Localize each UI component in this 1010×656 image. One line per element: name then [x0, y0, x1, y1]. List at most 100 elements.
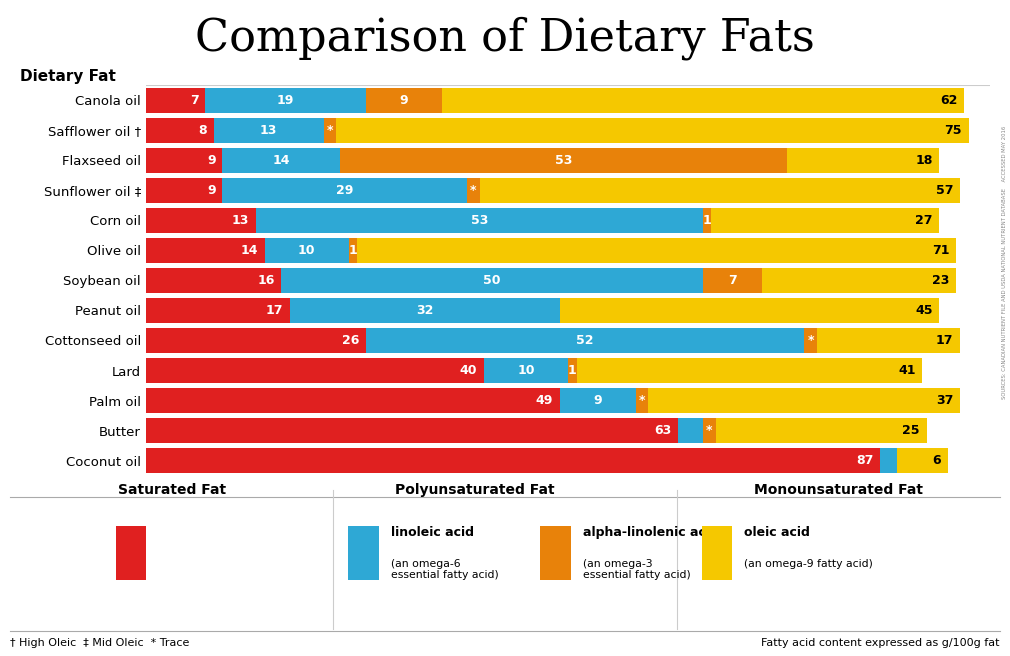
Text: 19: 19	[277, 94, 294, 107]
Bar	[146, 118, 214, 142]
Bar	[763, 268, 956, 293]
Text: 14: 14	[273, 154, 290, 167]
Bar	[467, 178, 480, 203]
Bar	[366, 88, 441, 113]
Bar	[484, 358, 568, 383]
Bar	[480, 178, 961, 203]
Text: 13: 13	[232, 214, 249, 227]
Bar	[358, 238, 956, 262]
Bar	[290, 298, 560, 323]
Text: † High Oleic  ‡ Mid Oleic  * Trace: † High Oleic ‡ Mid Oleic * Trace	[10, 638, 190, 648]
Text: 9: 9	[399, 94, 408, 107]
Text: *: *	[470, 184, 477, 197]
Bar	[146, 298, 290, 323]
Text: Monounsaturated Fat: Monounsaturated Fat	[753, 483, 923, 497]
Text: 18: 18	[915, 154, 932, 167]
Bar	[146, 148, 222, 173]
Bar	[146, 208, 257, 233]
Bar	[648, 388, 961, 413]
Bar	[146, 419, 678, 443]
Bar	[711, 208, 939, 233]
Bar	[577, 358, 922, 383]
Bar	[222, 178, 467, 203]
Text: linoleic acid: linoleic acid	[391, 526, 474, 539]
Text: *: *	[706, 424, 713, 437]
Bar	[222, 148, 340, 173]
Text: oleic acid: oleic acid	[744, 526, 810, 539]
Text: 37: 37	[936, 394, 953, 407]
Text: (an omega-3
essential fatty acid): (an omega-3 essential fatty acid)	[583, 558, 691, 580]
Text: 17: 17	[936, 334, 953, 347]
Bar	[116, 526, 146, 580]
Bar	[716, 419, 926, 443]
Bar	[880, 448, 897, 473]
Text: 7: 7	[190, 94, 199, 107]
Text: 50: 50	[484, 274, 501, 287]
Bar	[788, 148, 939, 173]
Text: 9: 9	[207, 154, 215, 167]
Text: 23: 23	[932, 274, 949, 287]
Text: 49: 49	[535, 394, 552, 407]
Bar	[348, 238, 358, 262]
Text: 40: 40	[460, 364, 477, 377]
Bar	[703, 268, 763, 293]
Bar	[635, 388, 648, 413]
Text: 53: 53	[471, 214, 488, 227]
Text: 10: 10	[298, 244, 315, 257]
Text: 45: 45	[915, 304, 932, 317]
Bar	[146, 388, 560, 413]
Bar	[340, 148, 788, 173]
Bar	[282, 268, 703, 293]
Text: *: *	[807, 334, 814, 347]
Bar	[146, 328, 366, 353]
Text: 7: 7	[728, 274, 737, 287]
Text: (an omega-9 fatty acid): (an omega-9 fatty acid)	[744, 558, 874, 569]
Bar	[560, 388, 635, 413]
Text: alpha-linolenic acid: alpha-linolenic acid	[583, 526, 719, 539]
Bar	[897, 448, 947, 473]
Bar	[702, 526, 732, 580]
Bar	[703, 419, 716, 443]
Text: *: *	[326, 124, 333, 137]
Bar	[560, 298, 939, 323]
Text: 10: 10	[517, 364, 534, 377]
Text: 1: 1	[348, 244, 358, 257]
Text: 29: 29	[336, 184, 354, 197]
Bar	[146, 448, 880, 473]
Text: SOURCES: CANADIAN NUTRIENT FILE AND USDA NATIONAL NUTRIENT DATABASE    ACCESSED : SOURCES: CANADIAN NUTRIENT FILE AND USDA…	[1002, 126, 1007, 399]
Bar	[146, 238, 265, 262]
Bar	[703, 208, 711, 233]
Bar	[540, 526, 571, 580]
Text: 16: 16	[258, 274, 275, 287]
Bar	[336, 118, 969, 142]
Bar	[348, 526, 379, 580]
Bar	[817, 328, 961, 353]
Text: 8: 8	[199, 124, 207, 137]
Text: 13: 13	[260, 124, 278, 137]
Text: *: *	[638, 394, 645, 407]
Bar	[205, 88, 366, 113]
Text: 1: 1	[568, 364, 577, 377]
Bar	[265, 238, 348, 262]
Text: Fatty acid content expressed as g/100g fat: Fatty acid content expressed as g/100g f…	[762, 638, 1000, 648]
Bar	[146, 268, 282, 293]
Bar	[323, 118, 336, 142]
Text: 71: 71	[932, 244, 949, 257]
Bar	[146, 88, 205, 113]
Bar	[214, 118, 323, 142]
Text: 26: 26	[341, 334, 359, 347]
Bar	[146, 358, 484, 383]
Text: 62: 62	[940, 94, 957, 107]
Text: 41: 41	[898, 364, 916, 377]
Text: 63: 63	[653, 424, 671, 437]
Text: 57: 57	[936, 184, 953, 197]
Text: Dietary Fat: Dietary Fat	[20, 69, 116, 84]
Bar	[568, 358, 577, 383]
Text: 25: 25	[902, 424, 920, 437]
Bar	[441, 88, 965, 113]
Text: 17: 17	[266, 304, 283, 317]
Text: 9: 9	[207, 184, 215, 197]
Bar	[804, 328, 817, 353]
Text: 6: 6	[932, 454, 941, 467]
Text: 14: 14	[240, 244, 258, 257]
